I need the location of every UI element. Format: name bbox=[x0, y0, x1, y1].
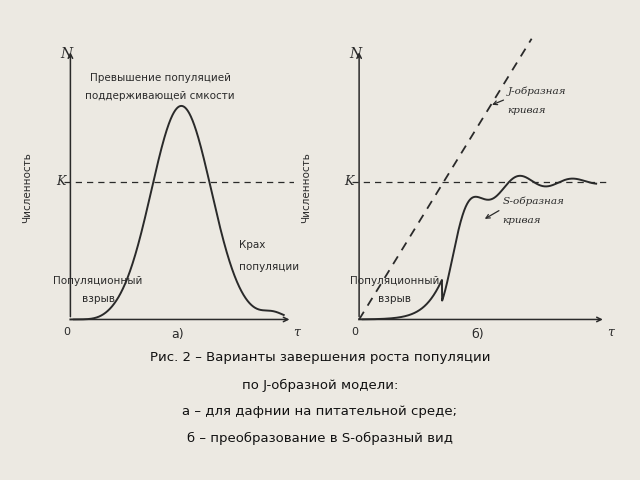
Text: J-образная: J-образная bbox=[508, 86, 566, 96]
Text: Численность: Численность bbox=[301, 152, 311, 223]
Text: а – для дафнии на питательной среде;: а – для дафнии на питательной среде; bbox=[182, 405, 458, 419]
Text: Рис. 2 – Варианты завершения роста популяции: Рис. 2 – Варианты завершения роста попул… bbox=[150, 351, 490, 364]
Text: Популяционный: Популяционный bbox=[350, 276, 439, 286]
Text: Популяционный: Популяционный bbox=[54, 276, 143, 286]
Text: б – преобразование в S-образный вид: б – преобразование в S-образный вид bbox=[187, 432, 453, 445]
Text: K: K bbox=[56, 175, 65, 188]
Text: τ: τ bbox=[293, 325, 300, 338]
Text: популяции: популяции bbox=[239, 262, 299, 272]
Text: взрыв: взрыв bbox=[82, 294, 115, 304]
Text: взрыв: взрыв bbox=[378, 294, 411, 304]
Text: S-образная: S-образная bbox=[502, 196, 564, 206]
Text: N: N bbox=[61, 47, 72, 60]
Text: а): а) bbox=[171, 328, 184, 341]
Text: τ: τ bbox=[607, 325, 614, 338]
Text: кривая: кривая bbox=[502, 216, 541, 225]
Text: K: K bbox=[344, 175, 353, 188]
Text: по J-образной модели:: по J-образной модели: bbox=[242, 379, 398, 392]
Text: поддерживающей смкости: поддерживающей смкости bbox=[85, 91, 235, 101]
Text: N: N bbox=[349, 47, 361, 60]
Text: Численность: Численность bbox=[22, 152, 32, 223]
Text: 0: 0 bbox=[351, 327, 358, 337]
Text: б): б) bbox=[471, 328, 484, 341]
Text: Превышение популяцией: Превышение популяцией bbox=[90, 73, 230, 84]
Text: Крах: Крах bbox=[239, 240, 266, 250]
Text: 0: 0 bbox=[63, 327, 70, 337]
Text: кривая: кривая bbox=[508, 106, 546, 115]
